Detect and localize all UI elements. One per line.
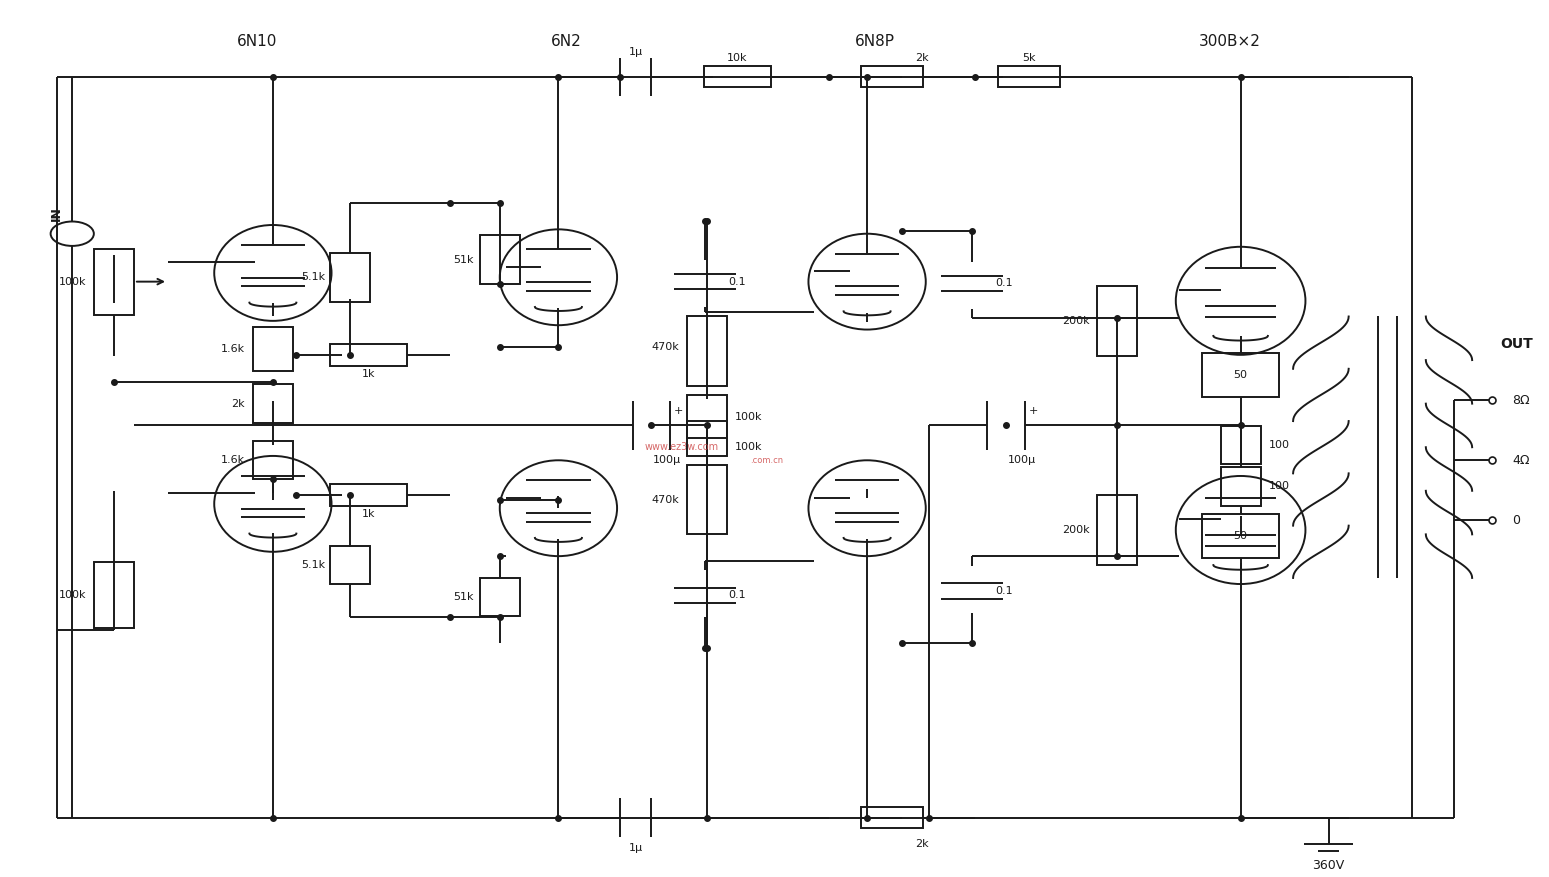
Text: 100k: 100k — [59, 276, 87, 287]
Text: IN: IN — [50, 206, 64, 221]
Text: 51k: 51k — [452, 255, 474, 265]
Text: 100µ: 100µ — [652, 455, 680, 466]
Text: 0.1: 0.1 — [728, 276, 745, 287]
Text: 1.6k: 1.6k — [222, 344, 245, 353]
Text: 0: 0 — [1512, 514, 1520, 527]
Text: 5.1k: 5.1k — [301, 560, 325, 570]
Bar — [252, 441, 293, 480]
Text: 300B×2: 300B×2 — [1199, 34, 1261, 49]
Text: 50: 50 — [1233, 370, 1247, 380]
Text: 470k: 470k — [651, 495, 678, 504]
Bar — [1202, 514, 1279, 558]
Text: 51k: 51k — [452, 592, 474, 602]
Text: 100k: 100k — [734, 442, 762, 453]
Text: +: + — [674, 406, 683, 416]
Bar — [330, 484, 407, 507]
Text: 6N2: 6N2 — [551, 34, 581, 49]
Text: 0.1: 0.1 — [994, 278, 1013, 289]
Bar — [686, 395, 726, 438]
Text: 4Ω: 4Ω — [1512, 453, 1530, 467]
Text: 100: 100 — [1269, 481, 1289, 491]
Text: 360V: 360V — [1312, 859, 1345, 872]
Bar — [861, 67, 923, 88]
Bar — [1221, 467, 1261, 506]
Bar — [330, 344, 407, 367]
Text: 2k: 2k — [915, 53, 928, 62]
Text: 0.1: 0.1 — [728, 590, 745, 601]
Bar — [330, 253, 370, 302]
Text: 5.1k: 5.1k — [301, 272, 325, 282]
Text: 1k: 1k — [362, 369, 375, 379]
Bar — [252, 384, 293, 423]
Bar — [703, 67, 771, 88]
Text: 6N8P: 6N8P — [855, 34, 895, 49]
Bar — [686, 465, 726, 534]
Text: .com.cn: .com.cn — [750, 456, 784, 465]
Bar — [1221, 425, 1261, 464]
Bar — [1202, 353, 1279, 397]
Text: 50: 50 — [1233, 531, 1247, 541]
Bar — [94, 562, 133, 629]
Text: 1.6k: 1.6k — [222, 455, 245, 466]
Text: 1µ: 1µ — [629, 843, 643, 853]
Text: 0.1: 0.1 — [994, 586, 1013, 596]
Bar — [252, 327, 293, 371]
Text: +: + — [1029, 406, 1038, 416]
Text: 200k: 200k — [1061, 316, 1089, 326]
Text: 10k: 10k — [726, 53, 748, 62]
Bar — [998, 67, 1060, 88]
Bar — [330, 545, 370, 584]
Text: 1µ: 1µ — [629, 47, 643, 58]
Text: 100k: 100k — [59, 590, 87, 601]
Text: 100: 100 — [1269, 440, 1289, 450]
Text: 8Ω: 8Ω — [1512, 394, 1530, 407]
Bar — [686, 421, 726, 456]
Bar — [1097, 286, 1137, 356]
Bar — [480, 235, 520, 284]
Text: 1k: 1k — [362, 510, 375, 519]
Text: www.ez3w.com: www.ez3w.com — [644, 442, 719, 453]
Bar — [861, 807, 923, 828]
Text: 100µ: 100µ — [1007, 455, 1036, 466]
Text: 100k: 100k — [734, 411, 762, 422]
Text: 2k: 2k — [915, 838, 928, 849]
Text: 200k: 200k — [1061, 525, 1089, 535]
Text: 6N10: 6N10 — [237, 34, 277, 49]
Text: 5k: 5k — [1022, 53, 1036, 62]
Bar — [94, 248, 133, 315]
Bar — [480, 578, 520, 617]
Text: 2k: 2k — [231, 399, 245, 409]
Text: 470k: 470k — [651, 342, 678, 352]
Text: OUT: OUT — [1499, 337, 1532, 351]
Bar — [686, 317, 726, 386]
Bar — [1097, 496, 1137, 565]
